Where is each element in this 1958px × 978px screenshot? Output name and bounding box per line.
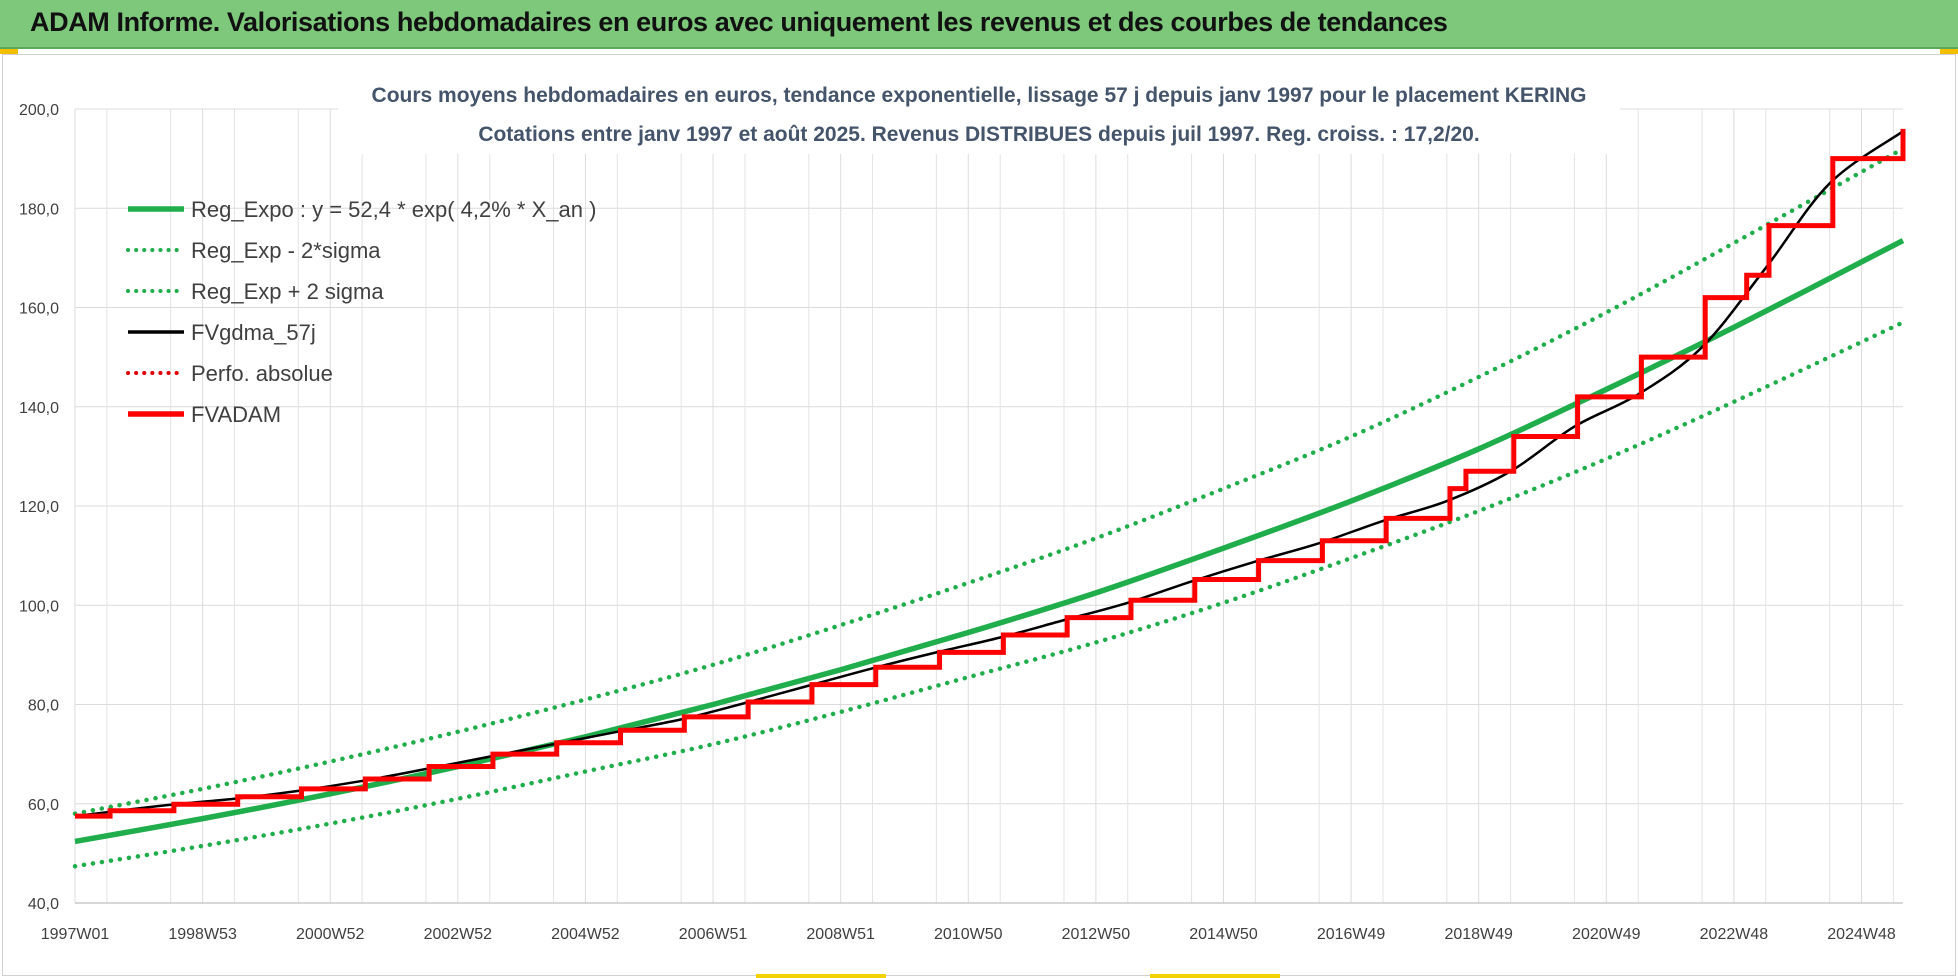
x-tick-label: 2000W52 (296, 926, 365, 943)
chart-frame (2, 54, 1956, 976)
y-tick-label: 80,0 (28, 698, 59, 715)
y-tick-label: 180,0 (19, 201, 59, 218)
title-background (338, 80, 1620, 154)
series-line-0 (74, 238, 1905, 845)
y-axis-ticks: 40,0 60,0 80,0 100,0 120,0 140,0 160,0 180,0 200… (19, 102, 59, 913)
x-tick-label: 2022W48 (1700, 926, 1769, 943)
chart-legend: Reg_Expo : y = 52,4 * exp( 4,2% * X_an )… (126, 197, 596, 427)
series-line-3 (74, 130, 1904, 818)
legend-label-5: FVADAM (191, 402, 281, 427)
x-tick-label: 2008W51 (806, 926, 875, 943)
x-tick-label: 2010W50 (934, 926, 1003, 943)
x-axis-ticks: 1997W01 1998W53 2000W52 2002W52 2004W52 2006W… (41, 926, 1896, 943)
chart-grid (74, 108, 1903, 904)
y-tick-label: 200,0 (19, 102, 59, 119)
series-line-1 (72, 320, 1906, 869)
report-banner: ADAM Informe. Valorisations hebdomadaire… (0, 0, 1958, 49)
series-line-5 (75, 128, 1906, 819)
series-line-2 (72, 146, 1906, 816)
x-tick-label: 2012W50 (1062, 926, 1131, 943)
chart-title: Cours moyens hebdomadaires en euros, ten… (372, 84, 1587, 107)
legend-label-2: Reg_Exp + 2 sigma (191, 279, 384, 304)
chart-subtitle: Cotations entre janv 1997 et août 2025. … (478, 123, 1479, 146)
x-tick-label: 1998W53 (168, 926, 237, 943)
y-tick-label: 160,0 (19, 301, 59, 318)
legend-label-3: FVgdma_57j (191, 320, 316, 345)
x-tick-label: 2014W50 (1189, 926, 1258, 943)
x-tick-label: 2004W52 (551, 926, 620, 943)
y-tick-label: 100,0 (19, 598, 59, 615)
y-tick-label: 60,0 (28, 797, 59, 814)
y-tick-label: 140,0 (19, 400, 59, 417)
report-title: ADAM Informe. Valorisations hebdomadaire… (30, 7, 1448, 37)
x-tick-label: 2006W51 (679, 926, 748, 943)
x-tick-label: 2024W48 (1827, 926, 1896, 943)
legend-label-1: Reg_Exp - 2*sigma (191, 238, 381, 263)
legend-label-0: Reg_Expo : y = 52,4 * exp( 4,2% * X_an ) (191, 197, 596, 222)
y-tick-label: 120,0 (19, 499, 59, 516)
y-tick-label: 40,0 (28, 896, 59, 913)
bottom-marker-2 (1150, 974, 1280, 978)
x-tick-label: 2002W52 (424, 926, 493, 943)
x-tick-label: 2020W49 (1572, 926, 1641, 943)
x-tick-label: 1997W01 (41, 926, 110, 943)
chart-series (72, 128, 1906, 869)
x-tick-label: 2016W49 (1317, 926, 1386, 943)
legend-label-4: Perfo. absolue (191, 361, 333, 386)
corner-marker-left (0, 49, 18, 54)
bottom-marker-1 (756, 974, 886, 978)
corner-marker-right (1940, 49, 1958, 54)
x-tick-label: 2018W49 (1444, 926, 1513, 943)
